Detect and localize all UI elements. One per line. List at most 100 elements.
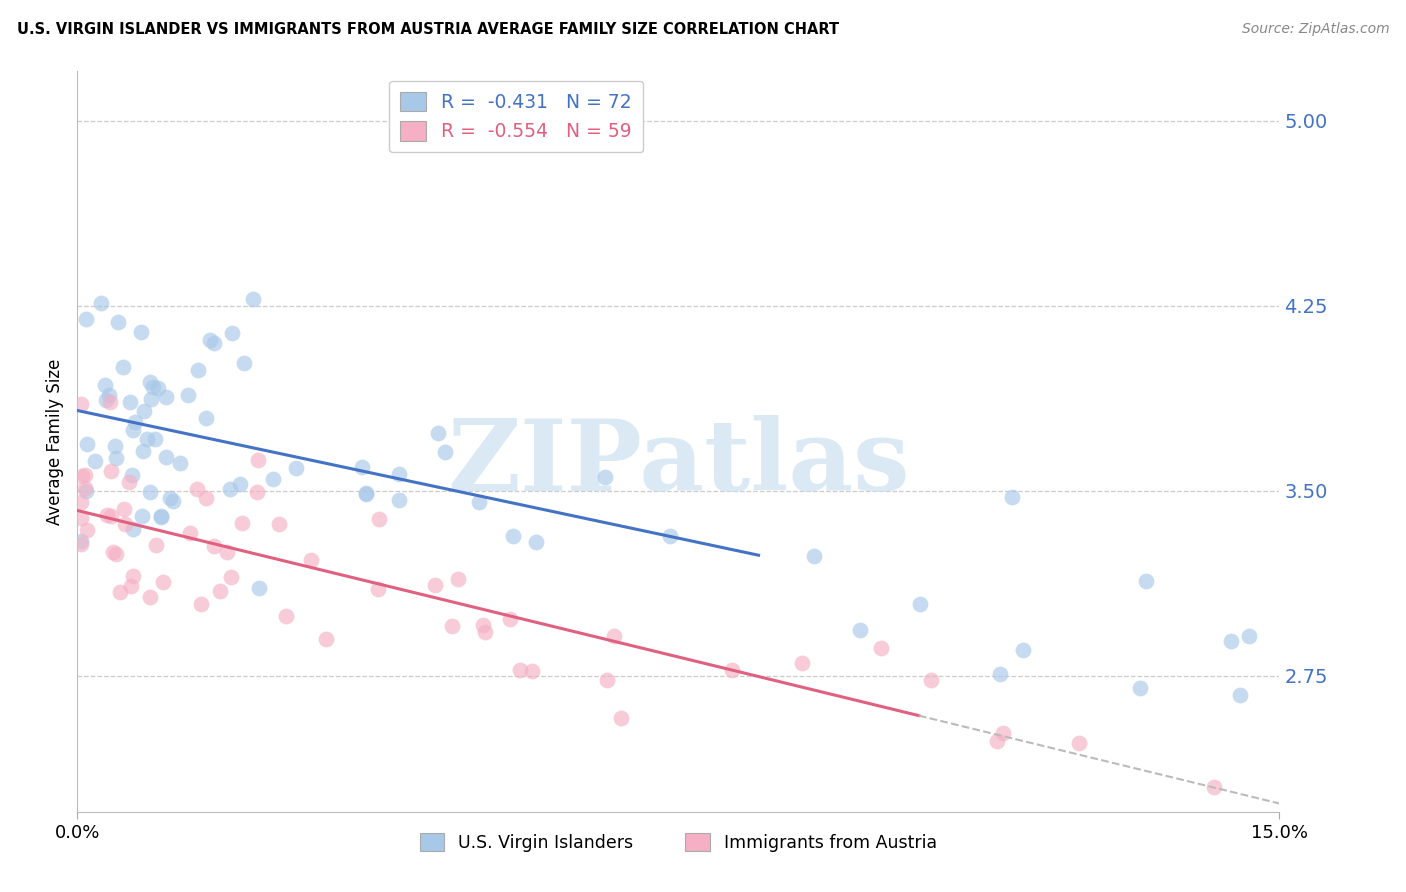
Point bbox=[194, 491, 217, 505]
Point bbox=[121, 468, 143, 483]
Point bbox=[70, 510, 93, 524]
Point bbox=[139, 485, 162, 500]
Point bbox=[440, 619, 463, 633]
Point bbox=[524, 535, 547, 549]
Point bbox=[75, 484, 97, 499]
Point bbox=[75, 312, 97, 326]
Point bbox=[870, 641, 893, 656]
Point bbox=[596, 673, 619, 687]
Point bbox=[124, 415, 146, 429]
Point bbox=[70, 397, 93, 411]
Point bbox=[169, 456, 191, 470]
Point bbox=[986, 733, 1008, 747]
Point bbox=[242, 292, 264, 306]
Point bbox=[105, 547, 128, 561]
Point bbox=[101, 545, 124, 559]
Point bbox=[659, 528, 682, 542]
Point bbox=[120, 579, 142, 593]
Point bbox=[433, 445, 456, 459]
Point bbox=[315, 632, 337, 646]
Point bbox=[70, 469, 93, 483]
Point bbox=[132, 444, 155, 458]
Point bbox=[471, 618, 494, 632]
Point bbox=[155, 450, 177, 464]
Point bbox=[114, 516, 136, 531]
Point bbox=[73, 468, 96, 483]
Point bbox=[131, 325, 153, 339]
Point bbox=[1129, 681, 1152, 696]
Legend: U.S. Virgin Islanders, Immigrants from Austria: U.S. Virgin Islanders, Immigrants from A… bbox=[413, 826, 943, 859]
Point bbox=[910, 597, 932, 611]
Point bbox=[803, 549, 825, 563]
Point bbox=[1067, 736, 1090, 750]
Point bbox=[149, 510, 172, 524]
Point bbox=[138, 375, 160, 389]
Point bbox=[209, 583, 232, 598]
Point bbox=[200, 333, 222, 347]
Point bbox=[247, 581, 270, 595]
Point bbox=[134, 403, 156, 417]
Point bbox=[447, 572, 470, 586]
Point bbox=[502, 529, 524, 543]
Point bbox=[233, 356, 256, 370]
Point bbox=[100, 508, 122, 523]
Text: U.S. VIRGIN ISLANDER VS IMMIGRANTS FROM AUSTRIA AVERAGE FAMILY SIZE CORRELATION : U.S. VIRGIN ISLANDER VS IMMIGRANTS FROM … bbox=[17, 22, 839, 37]
Point bbox=[70, 495, 93, 509]
Point bbox=[139, 591, 162, 605]
Point bbox=[849, 624, 872, 638]
Point bbox=[105, 450, 128, 465]
Point bbox=[509, 663, 531, 677]
Point bbox=[104, 439, 127, 453]
Point bbox=[1237, 629, 1260, 643]
Point bbox=[425, 578, 447, 592]
Point bbox=[367, 582, 389, 596]
Point bbox=[262, 472, 284, 486]
Point bbox=[90, 296, 112, 310]
Point bbox=[162, 494, 184, 508]
Point bbox=[499, 612, 522, 626]
Point bbox=[202, 335, 225, 350]
Point bbox=[1229, 688, 1251, 702]
Point bbox=[1204, 780, 1226, 794]
Point bbox=[149, 509, 172, 524]
Point bbox=[142, 380, 165, 394]
Y-axis label: Average Family Size: Average Family Size bbox=[46, 359, 65, 524]
Point bbox=[276, 609, 298, 624]
Point bbox=[155, 390, 177, 404]
Point bbox=[118, 475, 141, 490]
Point bbox=[920, 673, 942, 687]
Point bbox=[593, 469, 616, 483]
Point bbox=[176, 388, 198, 402]
Point bbox=[70, 533, 93, 548]
Text: ZIPatlas: ZIPatlas bbox=[447, 416, 910, 512]
Point bbox=[219, 570, 242, 584]
Point bbox=[195, 410, 218, 425]
Point bbox=[603, 630, 626, 644]
Point bbox=[108, 585, 131, 599]
Point bbox=[107, 315, 129, 329]
Point bbox=[131, 508, 153, 523]
Text: Source: ZipAtlas.com: Source: ZipAtlas.com bbox=[1241, 22, 1389, 37]
Point bbox=[75, 481, 97, 495]
Point bbox=[231, 516, 253, 530]
Point bbox=[141, 392, 163, 407]
Point bbox=[159, 491, 181, 506]
Point bbox=[202, 540, 225, 554]
Point bbox=[111, 359, 134, 374]
Point bbox=[468, 495, 491, 509]
Point bbox=[145, 538, 167, 552]
Point bbox=[790, 656, 813, 670]
Point bbox=[76, 437, 98, 451]
Point bbox=[122, 569, 145, 583]
Point bbox=[388, 492, 411, 507]
Point bbox=[388, 467, 411, 481]
Point bbox=[1000, 491, 1022, 505]
Point bbox=[70, 537, 93, 551]
Point bbox=[122, 423, 145, 437]
Point bbox=[520, 664, 543, 678]
Point bbox=[100, 464, 122, 478]
Point bbox=[76, 523, 98, 537]
Point bbox=[215, 545, 238, 559]
Point bbox=[152, 575, 174, 590]
Point bbox=[219, 482, 242, 496]
